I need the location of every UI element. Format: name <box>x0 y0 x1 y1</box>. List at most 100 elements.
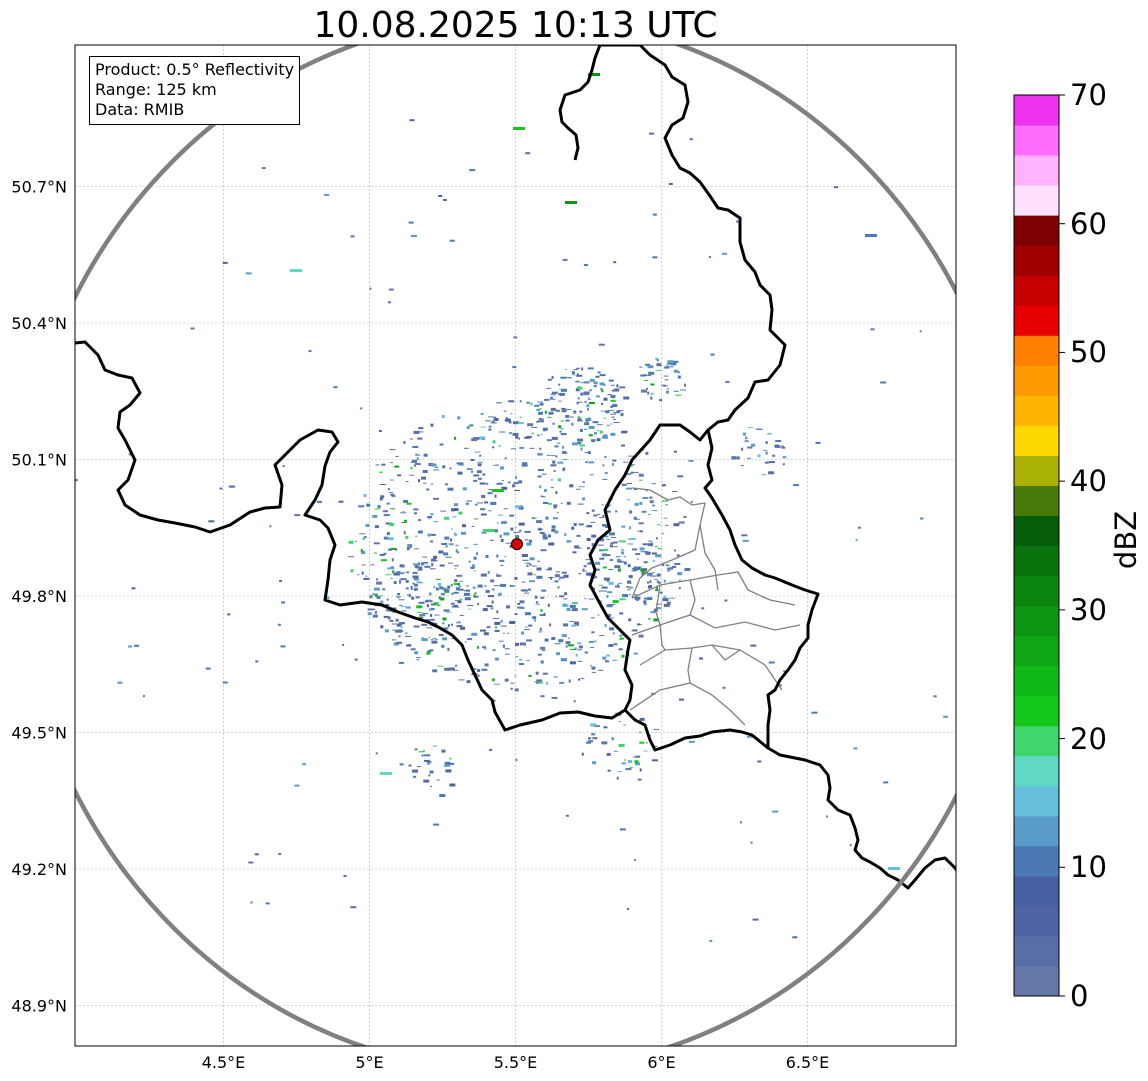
echo-pixel <box>665 565 670 567</box>
echo-pixel <box>540 596 545 599</box>
echo-pixel <box>390 566 395 570</box>
echo-pixel <box>619 638 624 640</box>
echo-pixel <box>424 759 430 762</box>
echo-pixel <box>442 199 447 201</box>
echo-pixel <box>673 523 680 527</box>
echo-pixel <box>428 774 431 777</box>
colorbar-segment <box>1014 665 1059 697</box>
echo-pixel <box>521 554 528 557</box>
echo-pixel <box>662 598 669 602</box>
echo-pixel <box>454 606 460 608</box>
lon-tick-label: 4.5°E <box>202 1053 246 1072</box>
echo-pixel <box>434 638 438 640</box>
subdivision-border <box>689 579 696 616</box>
echo-pixel <box>426 488 430 491</box>
echo-pixel <box>627 564 631 568</box>
echo-pixel <box>521 631 525 635</box>
echo-pixel <box>528 624 533 627</box>
echo-pixel <box>494 416 496 420</box>
echo-pixel <box>457 416 461 420</box>
lat-tick-label: 50.4°N <box>11 314 67 333</box>
echo-pixel <box>415 657 421 659</box>
echo-pixel <box>448 667 455 671</box>
echo-pixel <box>543 489 547 492</box>
echo-pixel <box>466 468 473 471</box>
echo-pixel <box>654 578 658 580</box>
echo-pixel <box>245 272 252 275</box>
echo-pixel <box>606 510 611 513</box>
echo-pixel <box>577 503 584 505</box>
echo-pixel <box>410 467 413 470</box>
echo-pixel <box>430 785 433 787</box>
echo-pixel <box>427 533 431 537</box>
echo-pixel <box>550 393 556 396</box>
echo-pixel <box>605 660 609 663</box>
echo-pixel <box>639 479 643 481</box>
echo-pixel <box>492 649 496 652</box>
echo-pixel <box>479 482 486 485</box>
echo-pixel <box>524 436 531 439</box>
echo-pixel <box>509 545 512 548</box>
echo-pixel <box>549 455 556 457</box>
echo-pixel <box>492 464 499 466</box>
echo-pixel <box>412 446 419 448</box>
echo-pixel <box>546 454 550 456</box>
echo-pixel <box>555 596 558 598</box>
echo-pixel <box>485 589 490 593</box>
echo-pixel <box>663 375 669 377</box>
echo-pixel <box>348 540 354 544</box>
echo-pixel <box>451 592 454 595</box>
echo-pixel <box>494 529 498 533</box>
echo-pixel <box>616 384 619 388</box>
echo-pixel <box>585 419 589 422</box>
echo-pixel <box>857 526 861 529</box>
echo-pixel <box>637 566 642 568</box>
echo-pixel <box>496 610 499 614</box>
echo-pixel <box>466 426 470 429</box>
echo-pixel <box>483 529 495 532</box>
colorbar-segment <box>1014 965 1059 997</box>
echo-pixel <box>515 535 520 539</box>
echo-pixel <box>508 400 515 403</box>
echo-pixel <box>768 471 775 475</box>
echo-pixel <box>552 460 556 464</box>
echo-pixel <box>610 432 616 436</box>
echo-pixel <box>464 547 469 549</box>
echo-pixel <box>669 597 675 599</box>
echo-pixel <box>558 578 561 580</box>
echo-pixel <box>580 392 584 396</box>
echo-pixel <box>399 605 403 606</box>
echo-pixel <box>612 600 619 604</box>
echo-pixel <box>387 567 390 570</box>
echo-pixel <box>634 760 639 764</box>
echo-pixel <box>621 551 625 555</box>
echo-pixel <box>369 287 372 290</box>
echo-pixel <box>642 497 649 499</box>
echo-pixel <box>849 844 852 847</box>
echo-pixel <box>641 571 648 574</box>
echo-pixel <box>387 488 390 491</box>
echo-pixel <box>651 510 658 512</box>
echo-pixel <box>629 526 632 530</box>
echo-pixel <box>447 585 451 589</box>
echo-pixel <box>539 418 544 421</box>
echo-pixel <box>649 580 652 584</box>
echo-pixel <box>582 568 585 572</box>
echo-pixel <box>662 532 664 534</box>
echo-pixel <box>607 394 612 396</box>
echo-pixel <box>512 432 519 436</box>
echo-pixel <box>407 594 411 596</box>
echo-pixel <box>554 445 559 448</box>
echo-pixel <box>552 517 558 520</box>
echo-pixel <box>422 562 428 563</box>
radar-site-marker[interactable] <box>510 538 523 551</box>
echo-pixel <box>558 393 564 396</box>
echo-pixel <box>484 663 489 667</box>
echo-pixel <box>632 568 638 571</box>
echo-pixel <box>477 477 482 480</box>
echo-pixel <box>677 572 683 576</box>
echo-pixel <box>763 449 768 451</box>
echo-pixel <box>648 540 653 542</box>
echo-pixel <box>482 608 488 612</box>
